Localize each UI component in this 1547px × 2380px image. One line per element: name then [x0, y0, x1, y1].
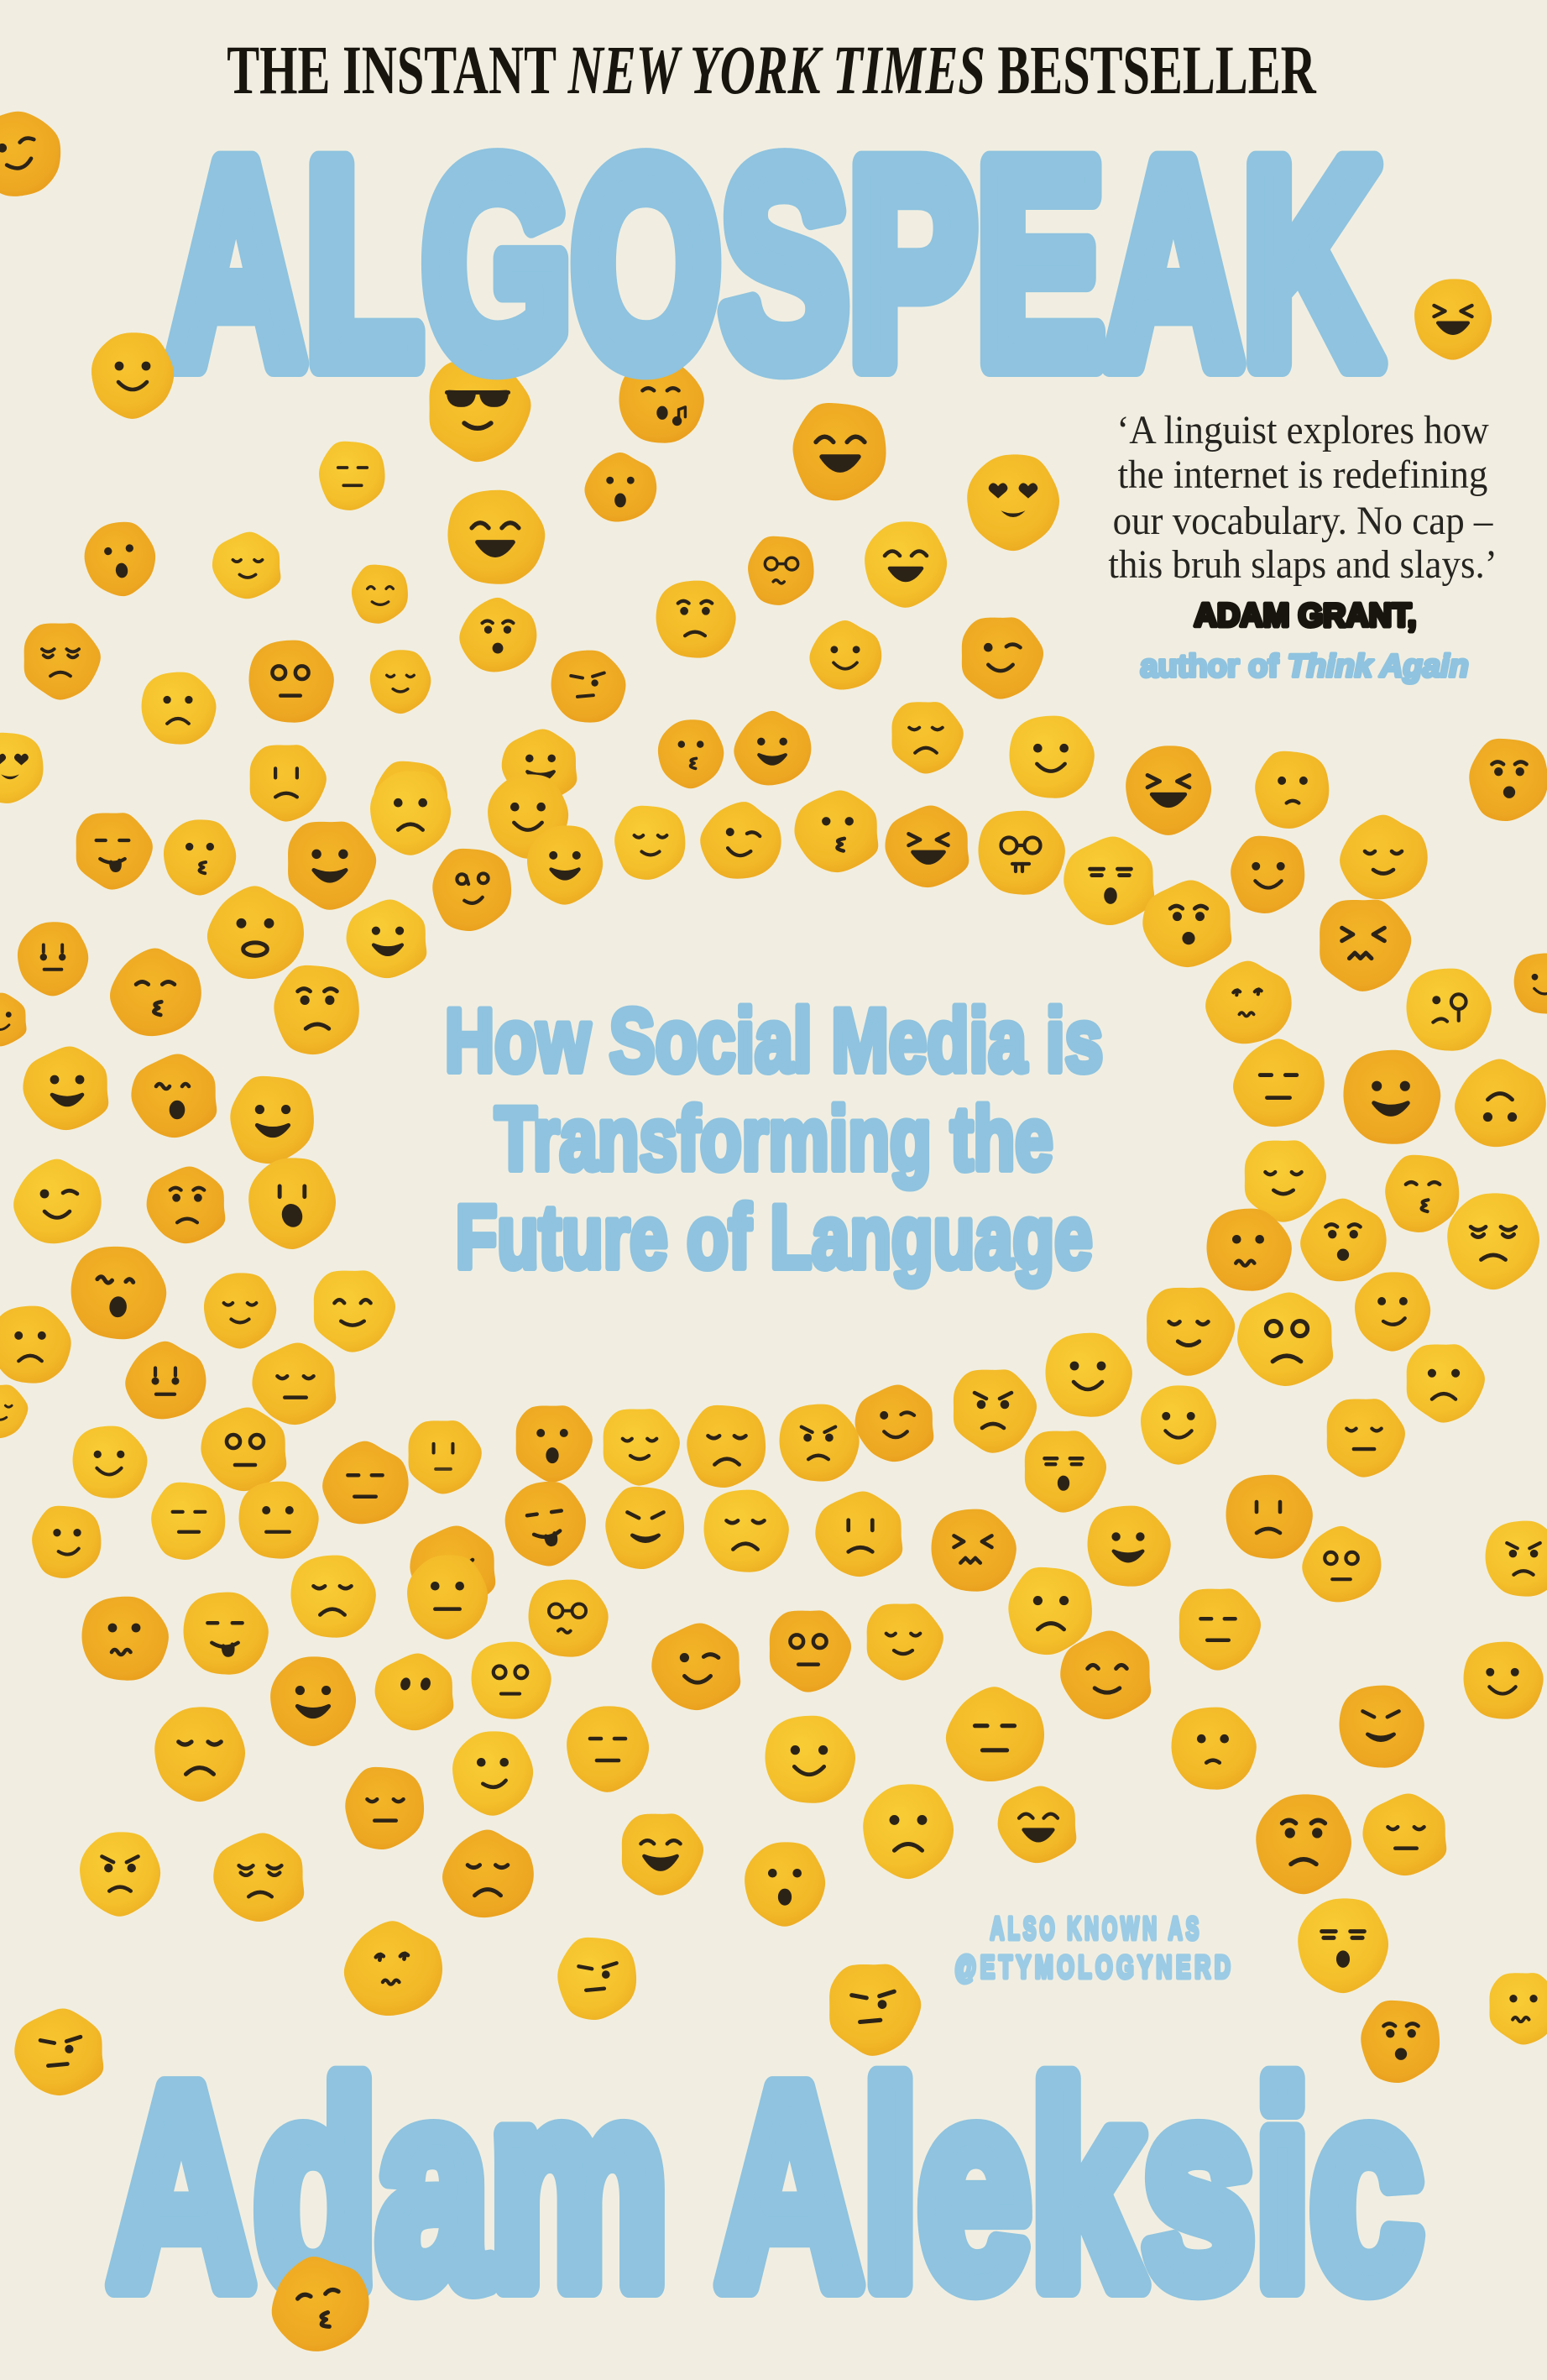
svg-text:Transforming the: Transforming the [495, 1089, 1053, 1189]
svg-text:@ETYMOLOGYNERD: @ETYMOLOGYNERD [955, 1948, 1235, 1985]
svg-text:author of Think Again: author of Think Again [1140, 649, 1468, 684]
svg-text:ADAM GRANT,: ADAM GRANT, [1194, 597, 1417, 634]
svg-text:ALSO KNOWN AS: ALSO KNOWN AS [990, 1911, 1203, 1946]
svg-text:our vocabulary. No cap –: our vocabulary. No cap – [1113, 500, 1494, 544]
svg-text:Future of Language: Future of Language [456, 1187, 1093, 1287]
svg-text:How Social Media is: How Social Media is [445, 991, 1103, 1091]
svg-text:THE INSTANT NEW YORK TIMES BES: THE INSTANT NEW YORK TIMES BESTSELLER [227, 31, 1317, 109]
svg-text:the internet is redefining: the internet is redefining [1118, 453, 1488, 498]
svg-text:‘A linguist explores how: ‘A linguist explores how [1116, 409, 1489, 453]
svg-text:ALGOSPEAK: ALGOSPEAK [167, 102, 1382, 426]
svg-text:this bruh slaps and slays.’: this bruh slaps and slays.’ [1108, 543, 1497, 588]
